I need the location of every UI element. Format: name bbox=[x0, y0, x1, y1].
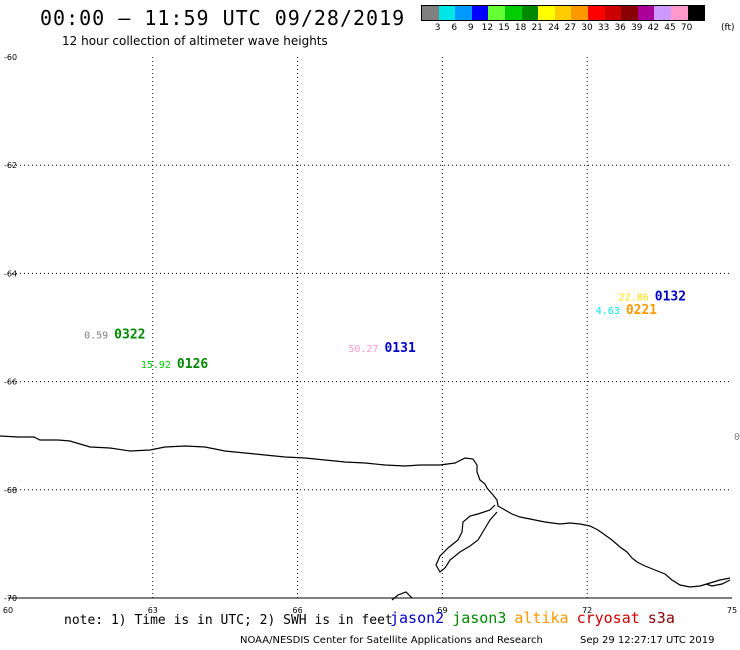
legend-swatch bbox=[637, 6, 655, 20]
obs-time: 0221 bbox=[626, 303, 657, 318]
legend-swatch bbox=[654, 6, 671, 20]
lon-tick-label: 69 bbox=[437, 606, 447, 615]
legend-label: 9 bbox=[467, 23, 474, 33]
obs-time: 0132 bbox=[655, 289, 686, 304]
legend-swatch bbox=[621, 6, 638, 20]
wave-height-legend: 3 6 9 12 15 18 21 24 27 30 33 36 39 42 45 70 (ft) bbox=[421, 5, 735, 35]
swh-value: 4.63 bbox=[596, 306, 620, 317]
lat-tick-label: -66 bbox=[4, 378, 17, 387]
legend-swatch bbox=[538, 6, 555, 20]
lat-tick-label: -60 bbox=[4, 53, 17, 62]
legend-label: 42 bbox=[647, 23, 660, 33]
legend-swatch bbox=[571, 6, 588, 20]
legend-swatch bbox=[587, 6, 605, 20]
legend-label: 18 bbox=[514, 23, 527, 33]
edge-value-label: 0 bbox=[734, 432, 740, 443]
lon-tick-label: 72 bbox=[582, 606, 592, 615]
satellite-name-cryosat: cryosat bbox=[576, 609, 640, 627]
legend-swatch bbox=[504, 6, 522, 20]
legend-labels: 3 6 9 12 15 18 21 24 27 30 33 36 39 42 45 70 bbox=[421, 21, 705, 35]
legend-swatch bbox=[554, 6, 572, 20]
satellite-name-altika: altika bbox=[514, 609, 569, 627]
legend-swatches bbox=[421, 5, 706, 21]
coastline bbox=[0, 435, 731, 588]
legend-label: 33 bbox=[597, 23, 610, 33]
swh-value: 0.59 bbox=[84, 330, 108, 341]
legend-swatch bbox=[521, 6, 539, 20]
lat-tick-label: -64 bbox=[4, 269, 17, 278]
satellite-name-s3a: s3a bbox=[647, 609, 675, 627]
legend-swatch bbox=[438, 6, 456, 20]
coastline-fragment bbox=[705, 579, 731, 587]
footer-note: note: 1) Time is in UTC; 2) SWH is in fe… bbox=[64, 613, 393, 628]
lat-tick-label: -68 bbox=[4, 486, 17, 495]
legend-label: 30 bbox=[581, 23, 593, 33]
legend-swatch bbox=[471, 6, 489, 20]
lon-tick-label: 75 bbox=[727, 606, 737, 615]
lon-tick-label: 66 bbox=[293, 606, 303, 615]
obs-time: 0131 bbox=[384, 341, 415, 356]
legend-label: 24 bbox=[548, 23, 560, 33]
legend-swatch bbox=[687, 6, 705, 20]
credit-line: NOAA/NESDIS Center for Satellite Applica… bbox=[240, 635, 543, 646]
lon-tick-label: 63 bbox=[148, 606, 158, 615]
chart-subtitle: 12 hour collection of altimeter wave hei… bbox=[62, 34, 328, 48]
legend-swatch bbox=[455, 6, 472, 20]
swh-value: 50.27 bbox=[348, 344, 378, 355]
obs-time: 0322 bbox=[114, 327, 145, 342]
lat-tick-label: -62 bbox=[4, 161, 17, 170]
satellite-name-jason3: jason3 bbox=[452, 609, 507, 627]
coastline-inlet bbox=[435, 504, 498, 573]
legend-swatch bbox=[422, 6, 439, 20]
coastline-fragment bbox=[391, 591, 413, 601]
legend-swatch bbox=[488, 6, 505, 20]
legend-label: 15 bbox=[498, 23, 510, 33]
satellite-name-jason2: jason2 bbox=[390, 609, 445, 627]
legend-swatch bbox=[604, 6, 622, 20]
swh-value: 22.86 bbox=[619, 292, 649, 303]
generated-timestamp: Sep 29 12:27:17 UTC 2019 bbox=[580, 635, 715, 646]
legend-label: 70 bbox=[680, 23, 693, 33]
legend-label: 45 bbox=[664, 23, 676, 33]
lon-tick-label: 60 bbox=[3, 606, 13, 615]
legend-label: 21 bbox=[531, 23, 543, 33]
obs-time: 0126 bbox=[177, 357, 208, 372]
legend-label: 6 bbox=[451, 23, 458, 33]
swh-value: 15.92 bbox=[141, 360, 171, 371]
legend-label: 27 bbox=[564, 23, 577, 33]
satellite-key: jason2 jason3 altika cryosat s3a bbox=[390, 609, 683, 627]
legend-swatch bbox=[670, 6, 688, 20]
legend-label: 36 bbox=[614, 23, 626, 33]
legend-label: 3 bbox=[434, 23, 441, 33]
legend-label: 12 bbox=[481, 23, 494, 33]
chart-title: 00:00 – 11:59 UTC 09/28/2019 bbox=[40, 6, 406, 30]
legend-unit: (ft) bbox=[721, 23, 735, 33]
legend-label: 39 bbox=[631, 23, 643, 33]
